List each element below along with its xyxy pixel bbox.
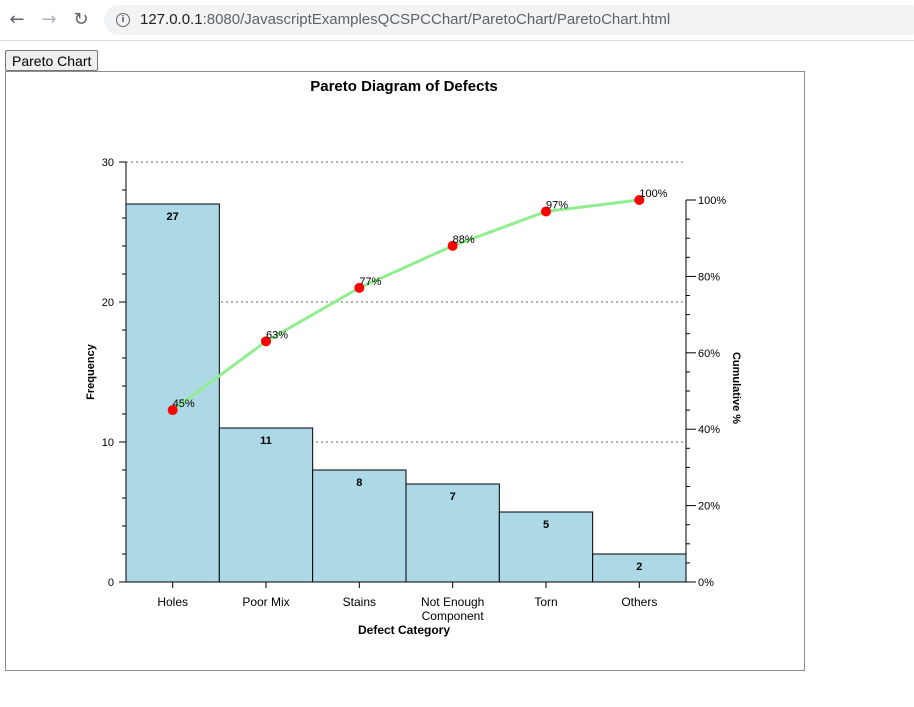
y2-tick-label: 0%	[698, 577, 714, 589]
back-arrow-icon[interactable]: ←	[9, 9, 25, 30]
bars: 27 11 8 7 5 2	[125, 203, 687, 583]
cumulative-point	[447, 240, 458, 251]
cumulative-label: 100%	[639, 188, 667, 200]
cumulative-label: 77%	[359, 276, 381, 288]
y2-tick-label: 60%	[698, 348, 720, 360]
url-text[interactable]: 127.0.0.1:8080/JavascriptExamplesQCSPCCh…	[140, 11, 670, 28]
cumulative-point	[634, 195, 645, 206]
x-axis-title: Defect Category	[358, 623, 450, 637]
x-tick-label: Others	[621, 595, 657, 609]
bar-value-label: 11	[260, 435, 272, 447]
y2-tick-label: 100%	[698, 195, 726, 207]
x-tick-label-line: Holes	[157, 595, 188, 609]
bar	[498, 511, 594, 583]
bar	[125, 203, 220, 583]
y-tick-label: 10	[102, 437, 114, 449]
bar	[218, 427, 314, 583]
y-tick-label: 0	[108, 577, 114, 589]
cumulative-point	[261, 336, 271, 347]
x-tick-label-line: Not Enough	[421, 595, 484, 609]
y2-tick-label: 80%	[698, 271, 720, 283]
cumulative-point	[354, 282, 365, 293]
cumulative-line-group: 45% 63% 77% 88% 97% 100%	[167, 188, 668, 416]
bar-value-label: 8	[356, 477, 362, 489]
pareto-chart-button[interactable]: Pareto Chart	[5, 50, 99, 71]
pareto-chart: Pareto Diagram of Defects 27 11 8 7 5 2 0 10 20…	[85, 78, 742, 637]
bar	[312, 469, 407, 583]
cumulative-point	[167, 405, 178, 416]
url-path: :8080/JavascriptExamplesQCSPCChart/Paret…	[202, 11, 671, 28]
bar-value-label: 5	[543, 519, 549, 531]
bar-value-label: 27	[167, 211, 179, 223]
cumulative-label: 88%	[453, 234, 475, 246]
y2-tick-label: 20%	[698, 501, 720, 513]
x-tick-label: Torn	[534, 595, 557, 609]
address-bar[interactable]: i 127.0.0.1:8080/JavascriptExamplesQCSPC…	[104, 5, 914, 35]
bar	[592, 553, 687, 583]
bar-value-label: 2	[636, 561, 642, 573]
y-axis-title: Frequency	[85, 343, 97, 400]
y2-tick-label: 40%	[698, 424, 720, 436]
browser-toolbar: ← → ↻ i 127.0.0.1:8080/JavascriptExample…	[0, 0, 914, 41]
cumulative-label: 97%	[546, 199, 568, 211]
chart-frame: Pareto Diagram of Defects 27 11 8 7 5 2 0 10 20…	[5, 71, 805, 671]
gridlines	[126, 161, 686, 443]
x-tick-label: Not Enough Component	[421, 595, 484, 623]
x-tick-label: Poor Mix	[242, 595, 289, 609]
x-tick-label: Stains	[343, 595, 376, 609]
y2-axis-title: Cumulative %	[730, 352, 742, 424]
chart-title: Pareto Diagram of Defects	[310, 78, 498, 95]
cumulative-point	[541, 206, 551, 217]
site-info-icon[interactable]: i	[116, 13, 130, 27]
cumulative-label: 63%	[266, 329, 288, 341]
forward-arrow-icon[interactable]: →	[41, 9, 57, 30]
url-host: 127.0.0.1	[140, 11, 203, 28]
x-tick-label-line: Others	[621, 595, 657, 609]
cumulative-line	[171, 198, 640, 412]
reload-icon[interactable]: ↻	[73, 9, 89, 30]
cumulative-label: 45%	[173, 398, 195, 410]
x-tick-label-line: Component	[422, 609, 485, 623]
x-tick-label-line: Torn	[534, 595, 557, 609]
x-tick-label: Holes	[157, 595, 188, 609]
x-tick-label-line: Poor Mix	[242, 595, 289, 609]
bar	[405, 483, 500, 583]
y-tick-label: 20	[102, 297, 114, 309]
bar-value-label: 7	[450, 491, 456, 503]
axes: 0 10 20 30 Holes Poor Mix Stains Not Enough Comp…	[102, 157, 727, 623]
x-tick-label-line: Stains	[343, 595, 376, 609]
y-tick-label: 30	[102, 157, 114, 169]
